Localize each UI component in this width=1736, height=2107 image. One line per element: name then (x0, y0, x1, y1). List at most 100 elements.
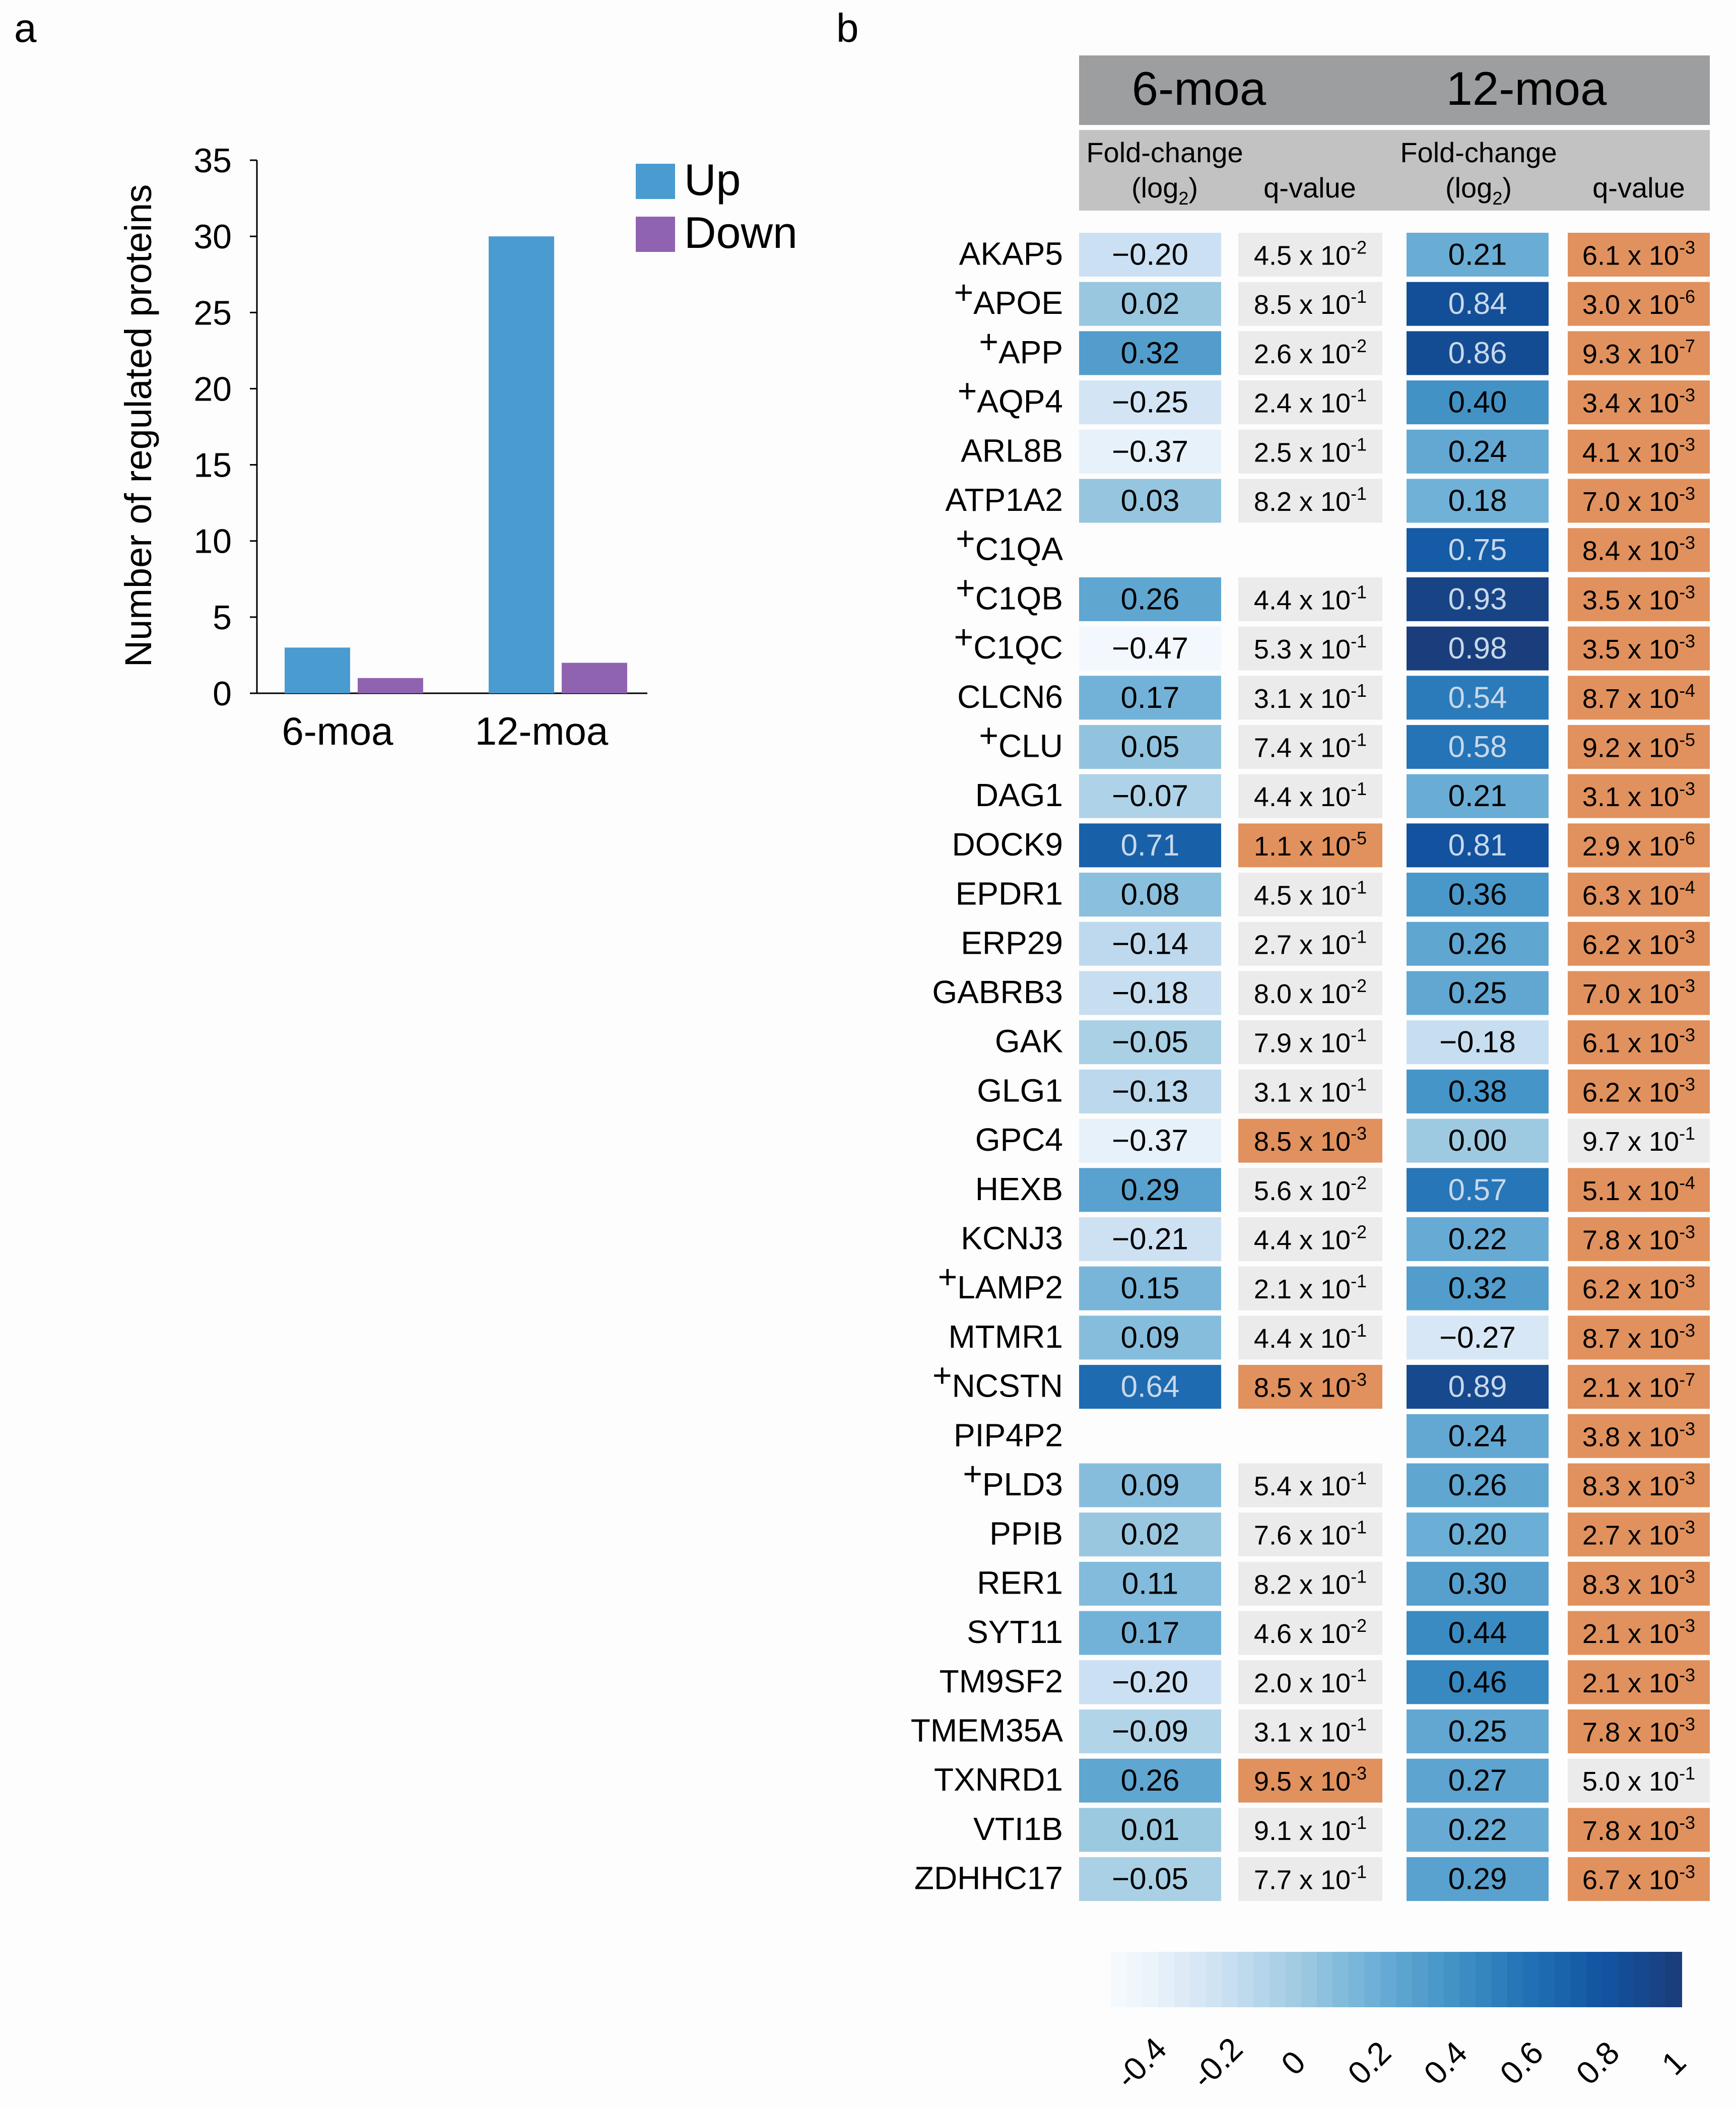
q12-cell (1568, 1414, 1710, 1458)
colorbar-segment (1174, 1952, 1191, 2007)
colorbar-segment (1491, 1952, 1508, 2007)
q6-value: 8.2 x 10-1 (1254, 1566, 1367, 1600)
q12-cell (1568, 1315, 1710, 1360)
q6-cell (1238, 1758, 1382, 1803)
heatmap-row: DAG1 −0.07 0.21 (975, 774, 1710, 818)
fc6-cell (1079, 1365, 1221, 1409)
q6-cell (1238, 1217, 1382, 1261)
q6-value: 8.2 x 10-1 (1254, 483, 1367, 517)
heatmap-row: TXNRD1 0.26 0.27 (934, 1758, 1710, 1803)
q12-value: 2.1 x 10-3 (1582, 1615, 1695, 1649)
gene-label: +PLD3 (963, 1455, 1063, 1502)
colorbar-tick-label: -0.4 (1109, 2030, 1174, 2095)
q12-value: 8.4 x 10-3 (1582, 533, 1695, 566)
fc6-value: 0.32 (1121, 336, 1180, 370)
q6-value: 7.4 x 10-1 (1254, 730, 1367, 763)
q6-value: 2.7 x 10-1 (1254, 926, 1367, 960)
fc6-cell (1079, 577, 1221, 621)
q12-cell (1568, 1217, 1710, 1261)
q12-cell (1568, 282, 1710, 326)
fc12-value: 0.40 (1448, 385, 1507, 419)
q12-value: 2.1 x 10-7 (1582, 1369, 1695, 1403)
fc12-cell (1407, 380, 1549, 425)
colorbar-segment (1349, 1952, 1365, 2007)
q12-value: 8.7 x 10-4 (1582, 680, 1695, 714)
legend-label-down: Down (684, 208, 797, 257)
bar-down-12-moa (562, 663, 627, 693)
fc12-cell (1407, 282, 1549, 326)
fc6-value: −0.21 (1112, 1222, 1188, 1256)
fc12-value: 0.24 (1448, 1419, 1507, 1453)
heatmap-row: PPIB 0.02 0.20 (989, 1512, 1710, 1557)
fc12-cell (1407, 233, 1549, 277)
gene-label: +C1QA (956, 520, 1063, 567)
fc12-value: 0.26 (1448, 1468, 1507, 1502)
group-header-6moa: 6-moa (1132, 62, 1266, 115)
colorbar-segment (1570, 1952, 1587, 2007)
colorbar-segment (1539, 1952, 1556, 2007)
fc12-value: 0.25 (1448, 1715, 1507, 1748)
gene-label: DOCK9 (952, 826, 1063, 863)
fc12-cell (1407, 676, 1549, 720)
heatmap-row: SYT11 0.17 0.44 (967, 1611, 1710, 1655)
gene-label: SYT11 (967, 1614, 1063, 1650)
fc6-cell (1079, 1069, 1221, 1113)
q12-value: 6.2 x 10-3 (1582, 1271, 1695, 1304)
q12-cell (1568, 1660, 1710, 1704)
fc6-cell (1079, 823, 1221, 868)
fc6-value: −0.20 (1112, 238, 1188, 272)
gene-label: TMEM35A (911, 1713, 1063, 1749)
fc6-cell (1079, 1168, 1221, 1212)
gene-label: GABRB3 (932, 974, 1063, 1010)
fc12-header-sublabel: (log2) (1445, 172, 1512, 209)
colorbar-segment (1301, 1952, 1318, 2007)
gene-label: GPC4 (975, 1122, 1063, 1158)
q12-value: 2.7 x 10-3 (1582, 1517, 1695, 1551)
fc12-value: 0.57 (1448, 1173, 1507, 1207)
fc6-cell (1079, 873, 1221, 917)
q12-value: 3.1 x 10-3 (1582, 778, 1695, 812)
q12-cell (1568, 626, 1710, 671)
fc12-value: 0.75 (1448, 533, 1507, 567)
fc6-cell (1079, 676, 1221, 720)
q6-cell (1238, 971, 1382, 1015)
gene-label: +APP (979, 323, 1063, 370)
q6-cell (1238, 873, 1382, 917)
fc6-cell (1079, 774, 1221, 818)
colorbar-segment (1634, 1952, 1651, 2007)
colorbar-segment (1523, 1952, 1540, 2007)
fc12-value: 0.18 (1448, 484, 1507, 517)
colorbar-segment (1602, 1952, 1619, 2007)
heatmap-row: RER1 0.11 0.30 (977, 1561, 1710, 1606)
colorbar-segment (1428, 1952, 1444, 2007)
q6-cell (1238, 1709, 1382, 1753)
fc6-value: 0.01 (1121, 1813, 1180, 1847)
heatmap-row: TMEM35A −0.09 0.25 (911, 1709, 1710, 1753)
fc12-value: 0.29 (1448, 1862, 1507, 1896)
q12-value: 5.0 x 10-1 (1582, 1763, 1695, 1797)
fc12-cell (1407, 1020, 1549, 1065)
colorbar-segment (1665, 1952, 1682, 2007)
fc12-cell (1407, 1365, 1549, 1409)
gene-label: DAG1 (975, 777, 1063, 813)
q6-value: 3.1 x 10-1 (1254, 1714, 1367, 1748)
heatmap-row: ARL8B −0.37 0.24 (961, 429, 1710, 474)
bar-up-6-moa (285, 647, 350, 693)
fc12-value: 0.21 (1448, 238, 1507, 272)
q12-value: 3.4 x 10-3 (1582, 385, 1695, 419)
q12-cell (1568, 971, 1710, 1015)
fc6-cell (1079, 380, 1221, 425)
fc12-cell (1407, 1808, 1549, 1852)
fc12-value: −0.27 (1439, 1321, 1516, 1354)
q6-value: 2.1 x 10-1 (1254, 1271, 1367, 1304)
q6-value: 5.6 x 10-2 (1254, 1172, 1367, 1206)
q12-value: 9.2 x 10-5 (1582, 730, 1695, 763)
q6-value: 3.1 x 10-1 (1254, 680, 1367, 714)
fc12-value: 0.36 (1448, 878, 1507, 911)
heatmap-row: +AQP4 −0.25 0.40 (958, 372, 1710, 425)
colorbar-segment (1142, 1952, 1159, 2007)
heatmap-row: KCNJ3 −0.21 0.22 (961, 1217, 1710, 1261)
q12-header: q-value (1592, 172, 1685, 204)
fc12-value: 0.44 (1448, 1616, 1507, 1650)
q12-cell (1568, 1758, 1710, 1803)
